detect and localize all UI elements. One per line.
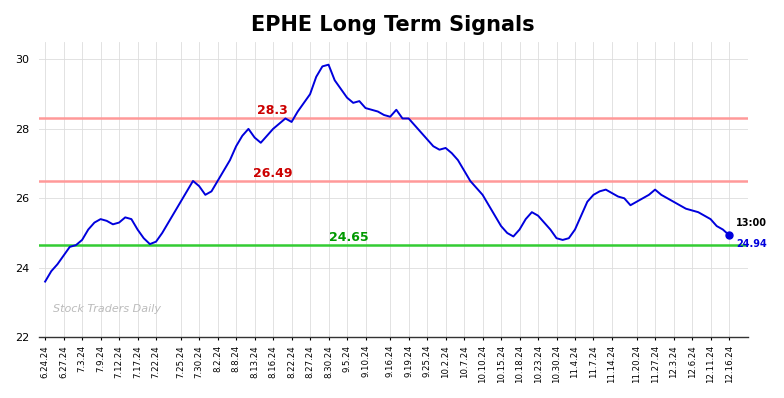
- Text: 13:00: 13:00: [736, 218, 768, 228]
- Text: 24.94: 24.94: [736, 238, 768, 248]
- Text: 28.3: 28.3: [257, 104, 289, 117]
- Text: Stock Traders Daily: Stock Traders Daily: [53, 304, 162, 314]
- Text: 24.65: 24.65: [329, 231, 368, 244]
- Title: EPHE Long Term Signals: EPHE Long Term Signals: [252, 15, 535, 35]
- Text: 26.49: 26.49: [253, 167, 292, 180]
